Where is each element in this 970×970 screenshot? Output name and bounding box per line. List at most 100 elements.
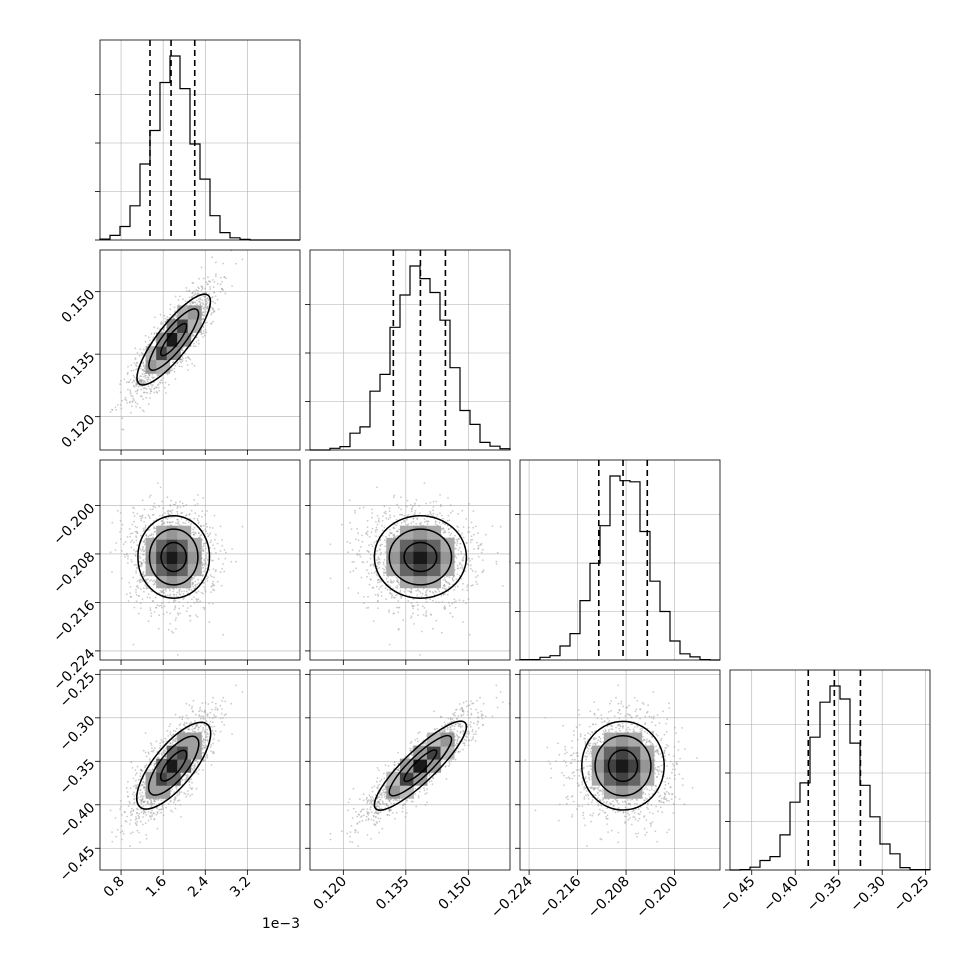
- sample-point: [223, 548, 226, 551]
- sample-point: [472, 510, 475, 512]
- sample-point: [175, 501, 177, 504]
- sample-point: [157, 627, 160, 630]
- sample-point: [143, 590, 145, 593]
- sample-point: [221, 288, 223, 290]
- sample-point: [123, 378, 126, 381]
- sample-point: [212, 286, 215, 288]
- sample-point: [135, 585, 138, 588]
- sample-point: [173, 367, 176, 370]
- sample-point: [221, 545, 224, 547]
- sample-point: [217, 557, 220, 560]
- sample-point: [147, 620, 150, 623]
- sample-point: [425, 610, 428, 613]
- sample-point: [435, 601, 437, 604]
- sample-point: [182, 505, 185, 508]
- sample-point: [209, 286, 212, 288]
- sample-point: [225, 277, 227, 280]
- sample-point: [119, 531, 121, 533]
- sample-point: [207, 276, 209, 279]
- sample-point: [174, 378, 177, 380]
- sample-point: [133, 399, 136, 402]
- sample-point: [153, 332, 156, 334]
- sample-point: [178, 607, 181, 610]
- sample-point: [439, 505, 442, 508]
- sample-point: [119, 808, 121, 811]
- sample-point: [135, 364, 137, 366]
- sample-point: [387, 611, 390, 613]
- sample-point: [161, 606, 163, 609]
- sample-point: [213, 725, 216, 728]
- sample-point: [131, 539, 134, 542]
- sample-point: [454, 586, 457, 588]
- sample-point: [133, 507, 136, 510]
- sample-point: [370, 543, 373, 546]
- sample-point: [393, 596, 395, 599]
- sample-point: [138, 581, 141, 584]
- sample-point: [219, 276, 222, 279]
- sample-point: [196, 615, 199, 618]
- sample-point: [129, 389, 132, 392]
- sample-point: [235, 560, 237, 563]
- sample-point: [366, 533, 369, 536]
- sample-point: [465, 602, 467, 605]
- sample-point: [202, 524, 205, 527]
- sample-point: [201, 286, 204, 289]
- sample-point: [371, 545, 374, 548]
- sample-point: [447, 497, 449, 499]
- sample-point: [448, 519, 451, 522]
- sample-point: [135, 594, 138, 596]
- sample-point: [366, 569, 368, 572]
- sample-point: [371, 508, 373, 511]
- sample-point: [193, 364, 196, 367]
- sample-point: [418, 504, 421, 507]
- sample-point: [139, 515, 142, 518]
- sample-point: [385, 512, 387, 515]
- sample-point: [210, 313, 213, 316]
- sample-point: [167, 628, 170, 631]
- sample-point: [329, 577, 332, 580]
- sample-point: [472, 526, 474, 529]
- sample-point: [407, 600, 410, 602]
- sample-point: [213, 584, 215, 587]
- sample-point: [152, 508, 154, 511]
- sample-point: [125, 593, 128, 596]
- sample-point: [194, 504, 197, 506]
- sample-point: [131, 395, 134, 398]
- sample-point: [139, 607, 142, 610]
- sample-point: [209, 526, 212, 529]
- sample-point: [209, 288, 212, 291]
- sample-point: [127, 365, 129, 368]
- sample-point: [158, 389, 161, 392]
- sample-point: [203, 332, 205, 335]
- sample-point: [129, 411, 132, 414]
- sample-point: [361, 534, 363, 537]
- sample-point: [142, 387, 145, 390]
- sample-point: [111, 521, 114, 524]
- sample-point: [396, 503, 398, 506]
- sample-point: [202, 606, 205, 609]
- sample-point: [190, 598, 193, 601]
- sample-point: [206, 577, 208, 580]
- sample-point: [150, 332, 153, 335]
- sample-point: [382, 515, 384, 517]
- sample-point: [439, 503, 442, 506]
- contour-3: [373, 515, 468, 599]
- sample-point: [144, 377, 147, 379]
- sample-point: [211, 559, 213, 562]
- sample-point: [135, 572, 138, 574]
- sample-point: [211, 527, 214, 529]
- sample-point: [467, 550, 470, 552]
- sample-point: [193, 601, 196, 604]
- sample-point: [449, 504, 452, 506]
- sample-point: [473, 533, 475, 536]
- sample-point: [462, 582, 464, 585]
- sample-point: [381, 520, 384, 522]
- sample-point: [135, 368, 137, 371]
- sample-point: [211, 296, 213, 299]
- sample-point: [221, 567, 224, 570]
- sample-point: [422, 613, 425, 616]
- sample-point: [432, 512, 435, 515]
- sample-point: [207, 576, 209, 578]
- sample-point: [127, 555, 129, 558]
- sample-point: [211, 721, 214, 724]
